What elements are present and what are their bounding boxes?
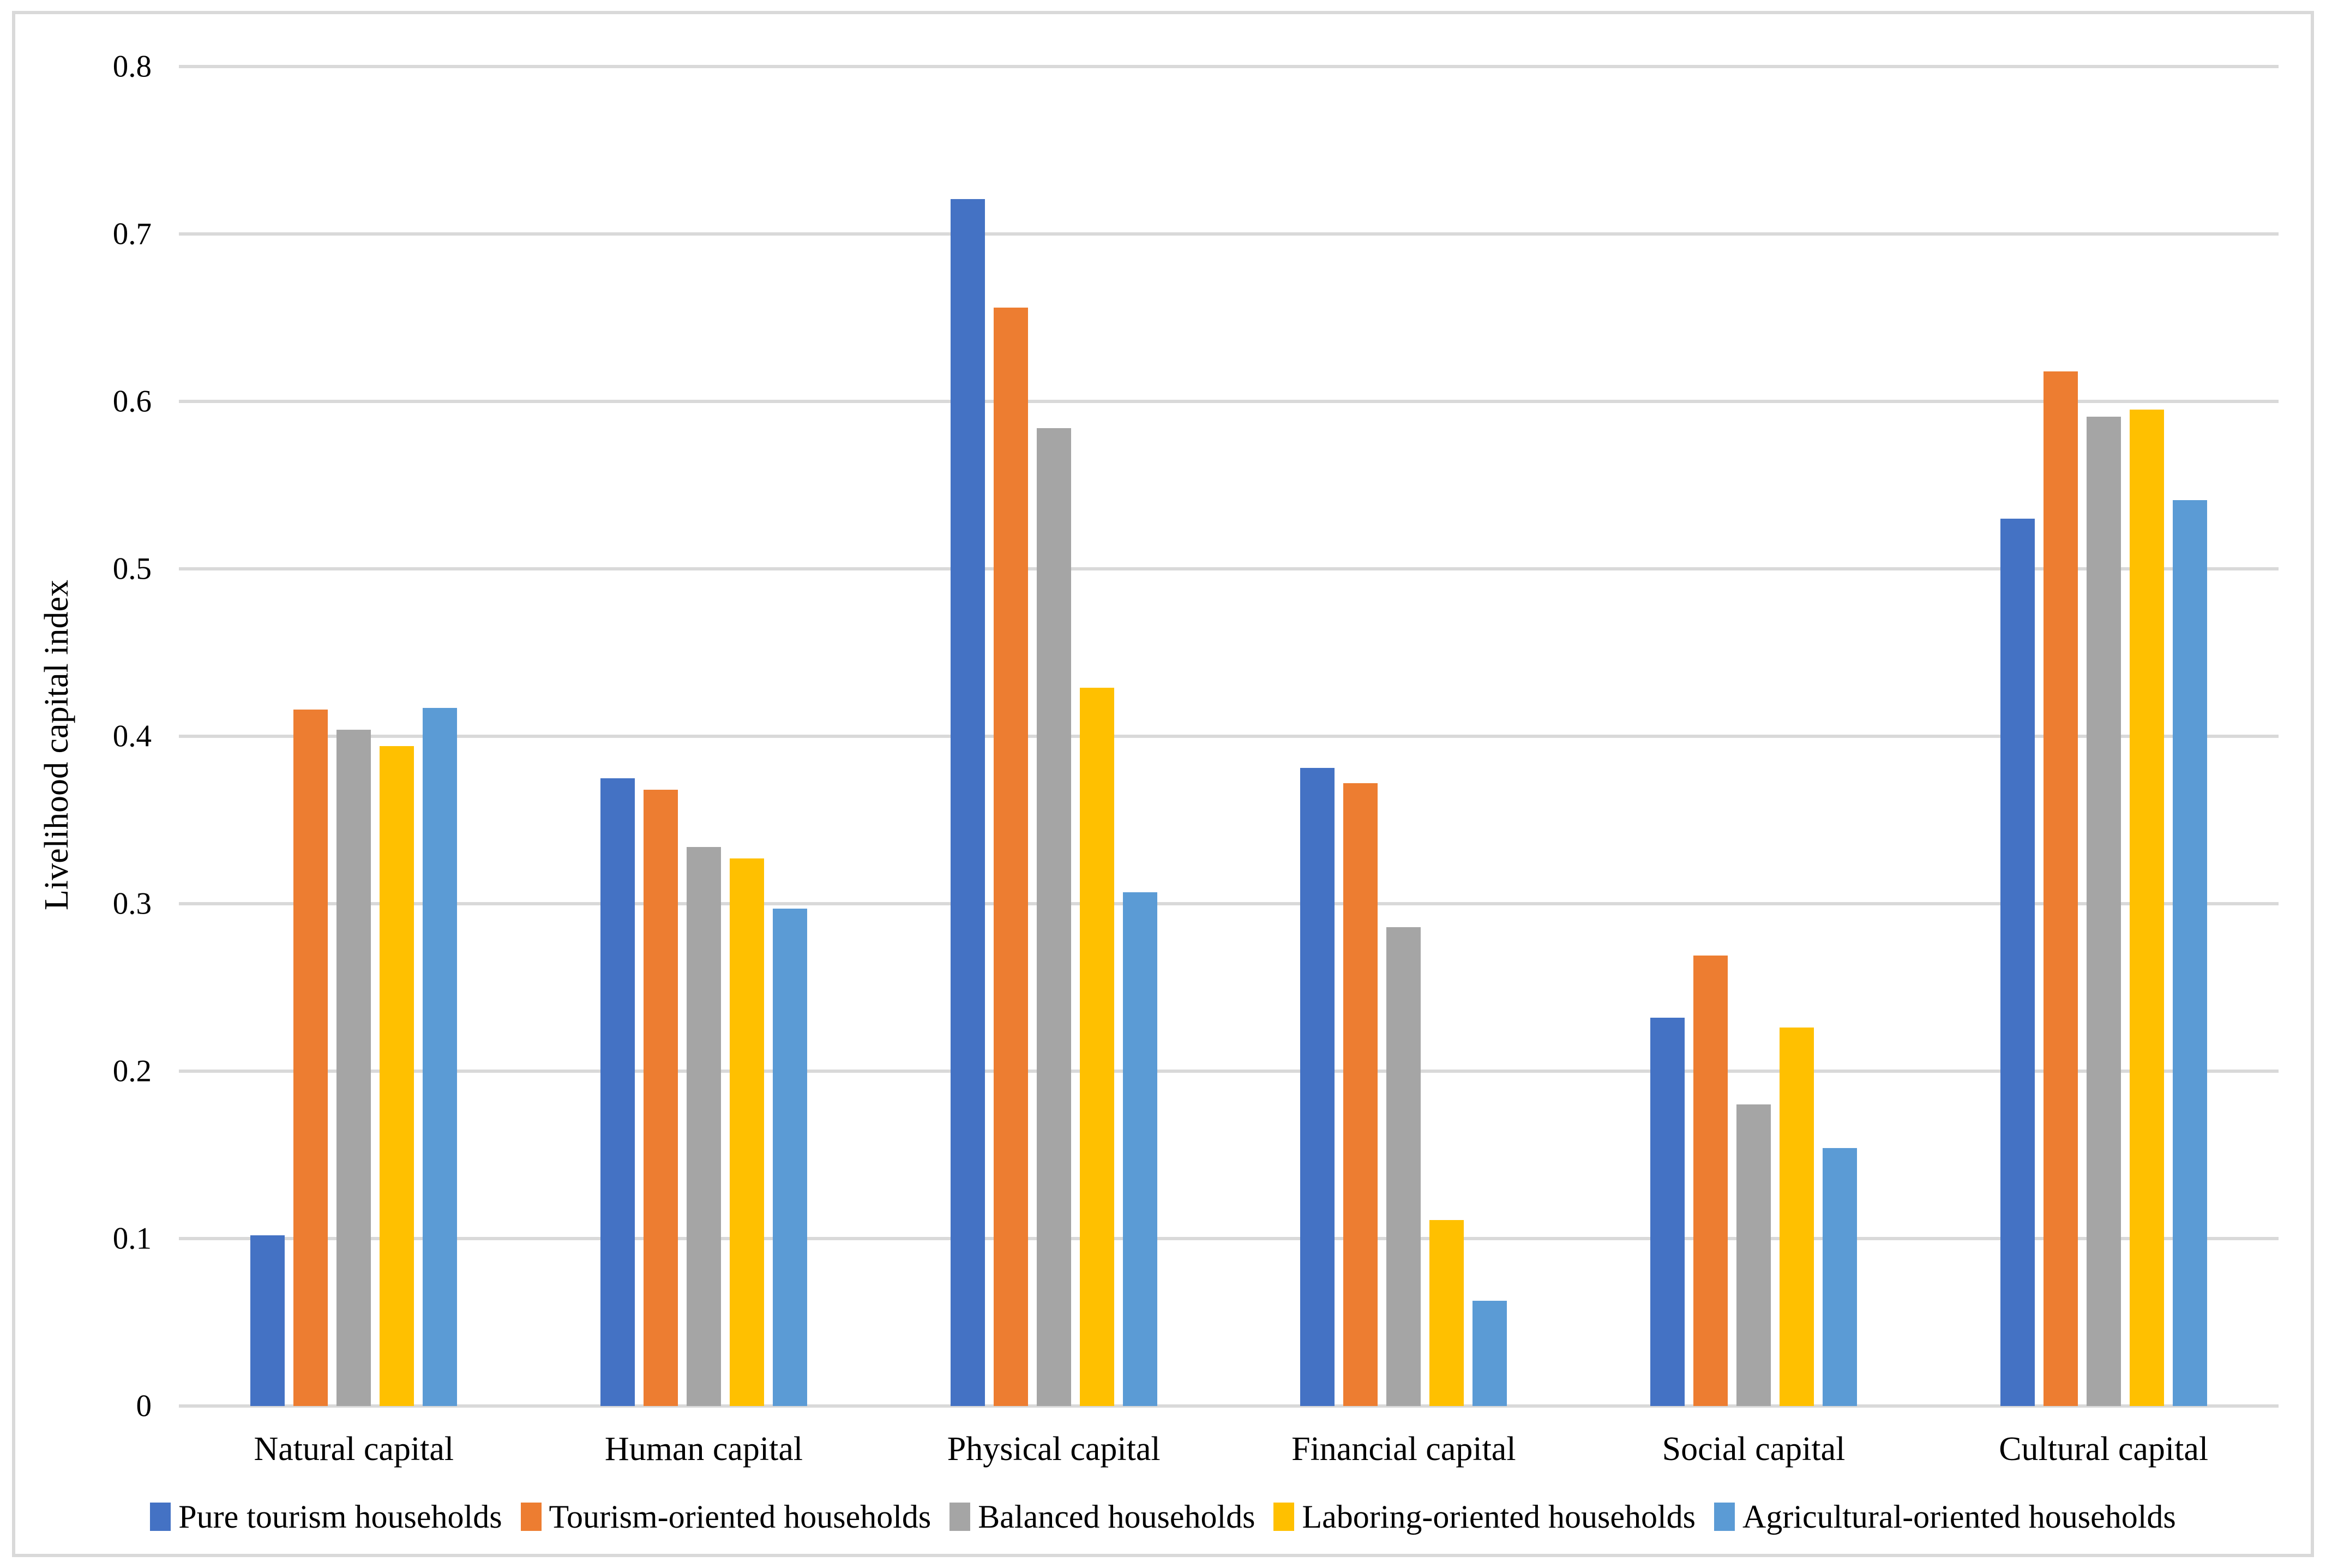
bar [1693, 956, 1728, 1406]
x-category-label: Human capital [604, 1431, 803, 1468]
x-category-label: Social capital [1662, 1431, 1846, 1468]
gridline [179, 735, 2279, 738]
gridline [179, 65, 2279, 68]
gridline [179, 1404, 2279, 1408]
bar [250, 1235, 285, 1406]
category-group-2 [529, 67, 879, 1406]
plot-area [179, 65, 2279, 1408]
bar [1429, 1220, 1464, 1406]
x-category-label: Natural capital [254, 1431, 454, 1468]
bar [293, 709, 328, 1406]
legend-label: Pure tourism households [178, 1498, 502, 1535]
y-tick-label: 0.1 [112, 1221, 152, 1256]
y-tick-label: 0.3 [112, 886, 152, 921]
category-group-3 [879, 67, 1229, 1406]
bar [2000, 518, 2035, 1406]
bar [1300, 768, 1335, 1406]
bar [643, 790, 678, 1406]
y-tick-label: 0.4 [112, 719, 152, 754]
y-tick-label: 0 [136, 1389, 152, 1423]
chart-figure: Livelihood capital index 0.8 0.7 0.6 0.5 0.4… [12, 11, 2314, 1557]
gridline [179, 1237, 2279, 1240]
legend-item: Tourism-oriented households [520, 1498, 931, 1536]
bar [1386, 927, 1421, 1406]
bar [950, 199, 985, 1406]
bar [1122, 892, 1157, 1406]
bar [2086, 416, 2121, 1406]
legend-swatch-icon [949, 1503, 971, 1531]
bar [993, 308, 1028, 1406]
bar [686, 846, 721, 1406]
bar [2172, 500, 2207, 1406]
y-tick-label: 0.6 [112, 384, 152, 419]
legend-swatch-icon [1714, 1503, 1735, 1531]
gridline [179, 902, 2279, 905]
bar [2043, 371, 2078, 1406]
bar [1736, 1104, 1771, 1406]
legend-swatch-icon [520, 1503, 542, 1531]
legend-label: Agricultural-oriented households [1742, 1498, 2176, 1535]
gridline [179, 1070, 2279, 1073]
bar [1079, 687, 1114, 1406]
bar [1472, 1300, 1507, 1406]
bar [1779, 1028, 1814, 1406]
x-category-label: Cultural capital [1999, 1431, 2209, 1468]
bar [772, 909, 807, 1406]
legend-label: Laboring-oriented households [1302, 1498, 1696, 1535]
gridline [179, 400, 2279, 403]
gridline [179, 567, 2279, 570]
bar [729, 858, 764, 1406]
bar [380, 746, 414, 1406]
legend-swatch-icon [1273, 1503, 1295, 1531]
category-group-1 [179, 67, 529, 1406]
bar [1822, 1148, 1857, 1406]
legend-item: Balanced households [949, 1498, 1255, 1536]
legend-item: Agricultural-oriented households [1714, 1498, 2176, 1536]
legend-label: Tourism-oriented households [549, 1498, 931, 1535]
bar [1036, 428, 1071, 1406]
bar [336, 729, 371, 1406]
legend-swatch-icon [150, 1503, 171, 1531]
bar [2129, 410, 2164, 1406]
y-tick-label: 0.7 [112, 217, 152, 251]
legend-label: Balanced households [978, 1498, 1255, 1535]
legend-item: Laboring-oriented households [1273, 1498, 1696, 1536]
y-tick-label: 0.5 [112, 551, 152, 586]
bar [423, 707, 458, 1406]
category-group-4 [1229, 67, 1579, 1406]
bar [1650, 1017, 1685, 1406]
legend-item: Pure tourism households [150, 1498, 502, 1536]
y-tick-label: 0.2 [112, 1054, 152, 1089]
y-tick-label: 0.8 [112, 49, 152, 84]
x-category-label: Physical capital [947, 1431, 1161, 1468]
bar [1343, 783, 1378, 1406]
bar [600, 778, 635, 1406]
category-group-6 [1928, 67, 2279, 1406]
category-group-5 [1579, 67, 1929, 1406]
legend: Pure tourism households Tourism-oriented … [37, 1487, 2289, 1547]
gridline [179, 232, 2279, 236]
x-category-label: Financial capital [1291, 1431, 1516, 1468]
